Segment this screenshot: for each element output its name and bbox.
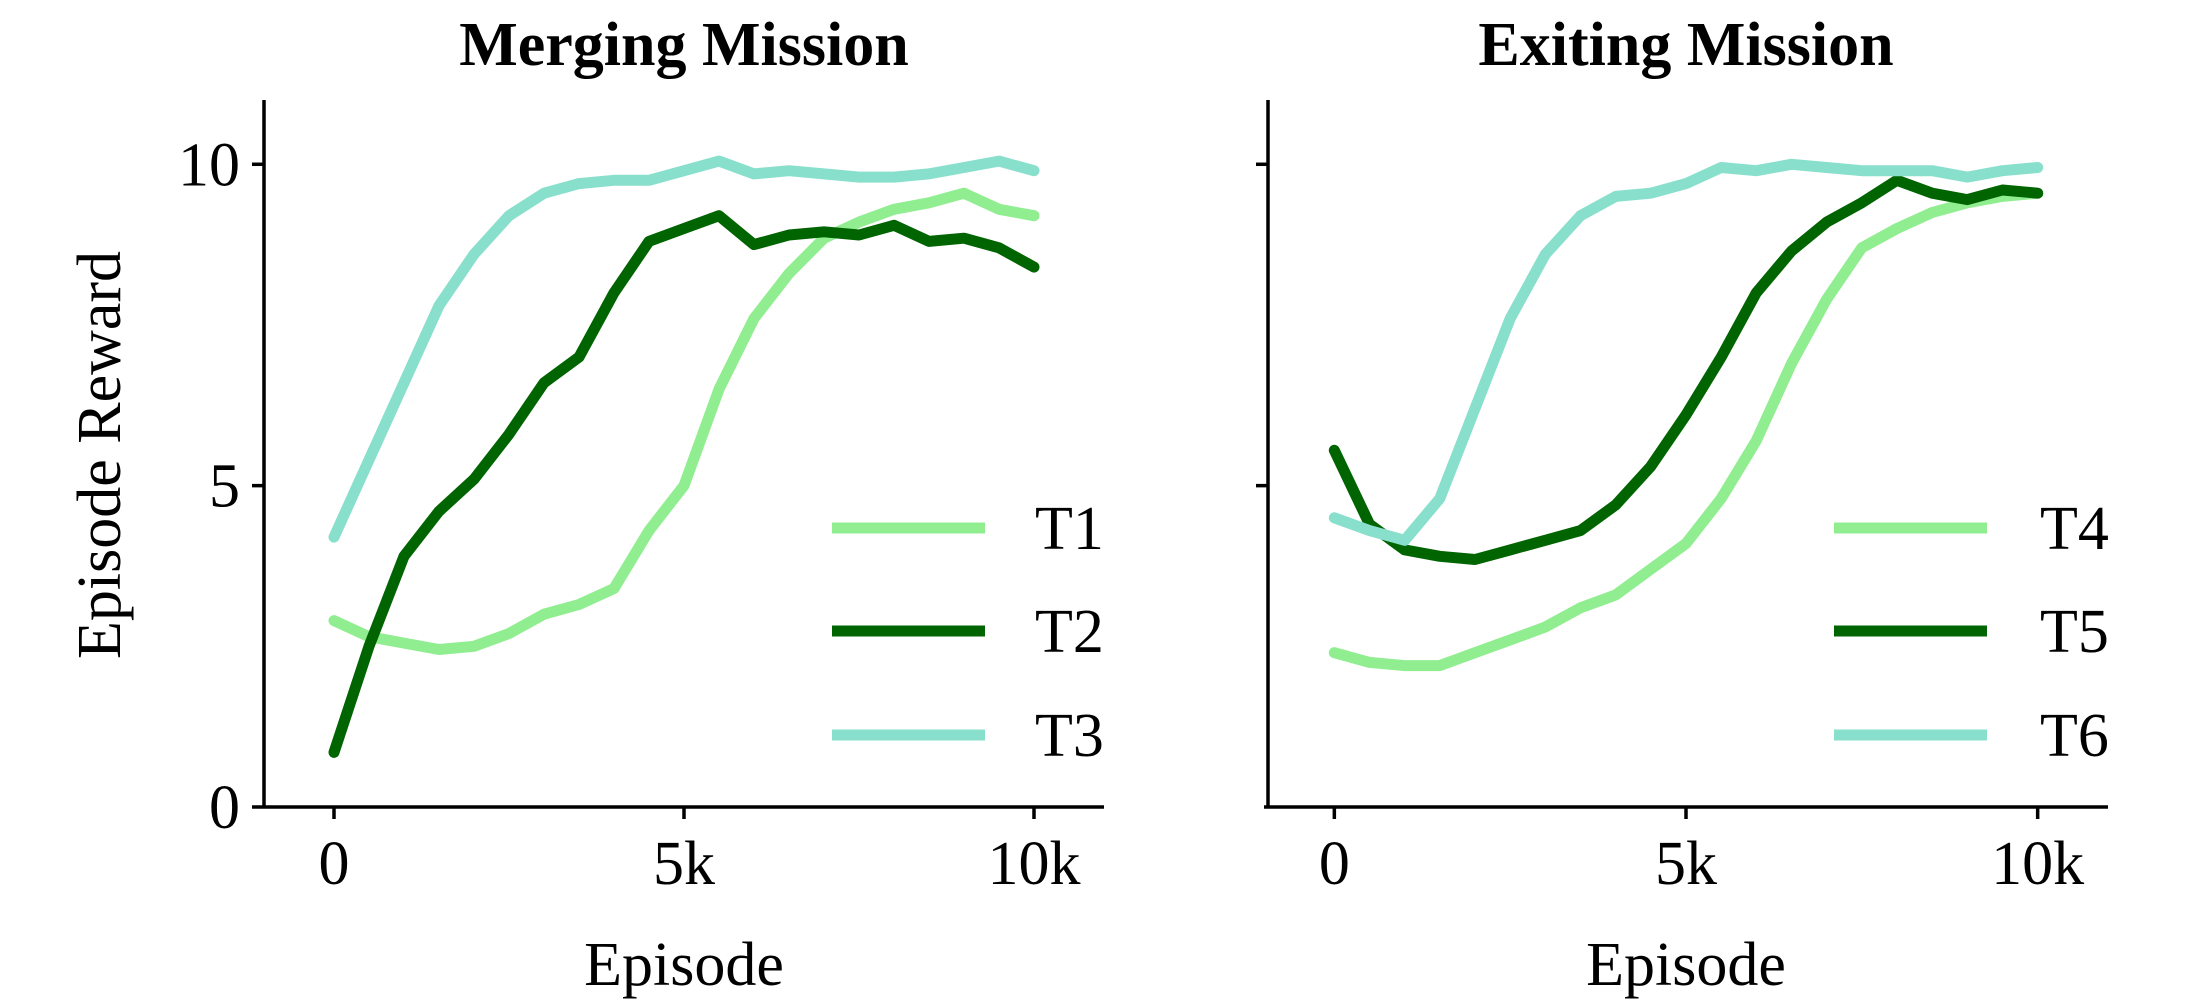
series-line-t4 xyxy=(1328,187,2044,672)
x-tick-label: 10k xyxy=(988,830,1081,898)
x-tick-label: 0 xyxy=(1319,830,1350,898)
axes: 0 5k 10k 0 5 10 xyxy=(178,100,1104,898)
legend-label-t2: T2 xyxy=(1035,598,1104,666)
merging-mission-panel: Merging Mission Episode Reward Episode 0… xyxy=(66,11,1104,999)
series-line-t3 xyxy=(328,155,1040,543)
y-tick-label: 5 xyxy=(209,453,240,521)
x-tick-label: 5k xyxy=(653,830,715,898)
series-group xyxy=(328,155,1040,758)
x-tick-label: 0 xyxy=(319,830,350,898)
y-tick-label: 10 xyxy=(178,131,240,199)
chart-title: Merging Mission xyxy=(459,11,908,79)
x-tick-label: 10k xyxy=(1991,830,2084,898)
x-tick-label: 5k xyxy=(1655,830,1717,898)
legend: T1 T2 T3 xyxy=(832,495,1104,770)
axes: 0 5k 10k xyxy=(1256,100,2108,898)
x-axis-label: Episode xyxy=(1586,931,1786,999)
series-line-t1 xyxy=(328,187,1040,655)
x-axis-label: Episode xyxy=(584,931,784,999)
legend: T4 T5 T6 xyxy=(1834,495,2109,770)
legend-label-t3: T3 xyxy=(1035,702,1104,770)
legend-label-t6: T6 xyxy=(2040,702,2109,770)
series-line-t6 xyxy=(1328,158,2044,546)
chart-title: Exiting Mission xyxy=(1478,11,1893,79)
series-line-t2 xyxy=(328,210,1040,758)
series-line-t5 xyxy=(1328,174,2044,565)
legend-label-t1: T1 xyxy=(1035,495,1104,563)
y-tick-label: 0 xyxy=(209,774,240,842)
legend-label-t5: T5 xyxy=(2040,598,2109,666)
series-group xyxy=(1328,158,2044,672)
y-axis-label: Episode Reward xyxy=(66,251,134,659)
exiting-mission-panel: Exiting Mission Episode 0 5k 10k T4 T5 T6 xyxy=(1256,11,2109,999)
legend-label-t4: T4 xyxy=(2040,495,2109,563)
